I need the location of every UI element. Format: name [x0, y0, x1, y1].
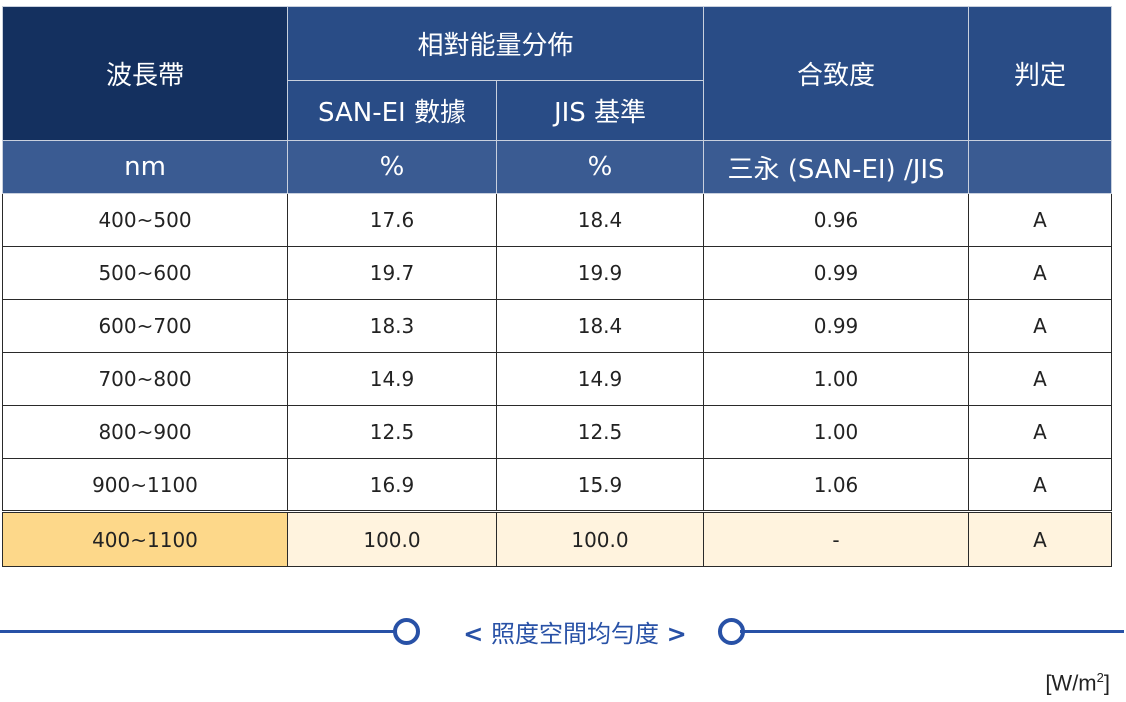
unit-close: ] [1103, 670, 1110, 696]
sanei-data-header: SAN-EI 數據 [287, 80, 497, 141]
match-cell: 1.00 [703, 405, 969, 459]
jis-cell: 19.9 [496, 246, 704, 300]
judge-cell: A [968, 193, 1112, 247]
section-divider-right [740, 630, 1124, 633]
jis-cell: 18.4 [496, 299, 704, 353]
sanei-cell: 16.9 [287, 458, 497, 512]
judgement-header: 判定 [968, 6, 1112, 141]
total-match-cell: - [703, 510, 969, 567]
match-unit: 三永 (SAN-EI) /JIS [703, 140, 969, 194]
judge-cell: A [968, 405, 1112, 459]
judge-cell: A [968, 299, 1112, 353]
total-jis-cell: 100.0 [496, 510, 704, 567]
table-row: 700~800 14.9 14.9 1.00 A [2, 352, 1112, 406]
band-cell: 600~700 [2, 299, 288, 353]
sanei-cell: 19.7 [287, 246, 497, 300]
match-cell: 0.99 [703, 246, 969, 300]
sanei-cell: 17.6 [287, 193, 497, 247]
total-sanei-cell: 100.0 [287, 510, 497, 567]
jis-cell: 12.5 [496, 405, 704, 459]
band-header: 波長帶 [2, 6, 288, 141]
band-cell: 500~600 [2, 246, 288, 300]
judge-cell: A [968, 246, 1112, 300]
energy-distribution-table: 波長帶 相對能量分佈 合致度 判定 SAN-EI 數據 JIS 基準 nm % … [2, 6, 1112, 567]
jis-cell: 14.9 [496, 352, 704, 406]
judge-cell: A [968, 352, 1112, 406]
right-bracket: > [666, 620, 687, 648]
band-cell: 900~1100 [2, 458, 288, 512]
band-unit: nm [2, 140, 288, 194]
jis-standard-header: JIS 基準 [496, 80, 704, 141]
sanei-cell: 18.3 [287, 299, 497, 353]
section-divider-left [0, 630, 396, 633]
table-row: 800~900 12.5 12.5 1.00 A [2, 405, 1112, 459]
table-row: 400~500 17.6 18.4 0.96 A [2, 193, 1112, 247]
match-cell: 0.99 [703, 299, 969, 353]
table-row: 600~700 18.3 18.4 0.99 A [2, 299, 1112, 353]
jis-cell: 18.4 [496, 193, 704, 247]
circle-left-icon [393, 618, 420, 645]
section-title-text: 照度空間均勻度 [491, 620, 659, 648]
sanei-unit: % [287, 140, 497, 194]
unit-text: [W/m [1045, 670, 1097, 696]
band-cell: 800~900 [2, 405, 288, 459]
table-row: 900~1100 16.9 15.9 1.06 A [2, 458, 1112, 512]
table-row: 500~600 19.7 19.9 0.99 A [2, 246, 1112, 300]
match-cell: 0.96 [703, 193, 969, 247]
unit-superscript: 2 [1096, 670, 1104, 685]
judgement-unit [968, 140, 1112, 194]
jis-unit: % [496, 140, 704, 194]
match-cell: 1.06 [703, 458, 969, 512]
unit-label: [W/m2] [1045, 670, 1110, 696]
band-cell: 700~800 [2, 352, 288, 406]
total-judge-cell: A [968, 510, 1112, 567]
left-bracket: < [463, 620, 484, 648]
total-row: 400~1100 100.0 100.0 - A [2, 510, 1112, 567]
judge-cell: A [968, 458, 1112, 512]
relative-energy-header: 相對能量分佈 [287, 6, 704, 81]
match-header: 合致度 [703, 6, 969, 141]
match-cell: 1.00 [703, 352, 969, 406]
total-band-cell: 400~1100 [2, 510, 288, 567]
sanei-cell: 12.5 [287, 405, 497, 459]
band-cell: 400~500 [2, 193, 288, 247]
section-title: < 照度空間均勻度 > [440, 616, 710, 652]
jis-cell: 15.9 [496, 458, 704, 512]
sanei-cell: 14.9 [287, 352, 497, 406]
